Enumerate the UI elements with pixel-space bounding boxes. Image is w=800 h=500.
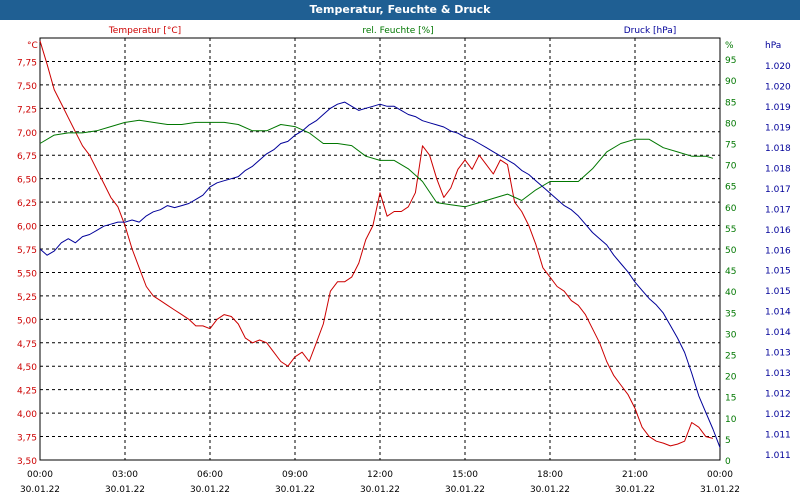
y-tick-temperature: 5,25 — [17, 293, 37, 303]
axis-label-temperature: Temperatur [°C] — [108, 26, 181, 36]
y-tick-temperature: 4,25 — [17, 387, 37, 397]
y-tick-humidity: 65 — [725, 183, 736, 193]
x-tick-time: 00:00 — [707, 470, 733, 480]
y-tick-temperature: 3,50 — [17, 457, 37, 467]
y-tick-humidity: 55 — [725, 225, 736, 235]
y-tick-pressure: 1.015 — [765, 287, 791, 297]
x-tick-date: 30.01.22 — [105, 485, 145, 495]
y-tick-temperature: 7,50 — [17, 82, 37, 92]
y-tick-pressure: 1.019 — [765, 103, 791, 113]
series-line-pressure — [39, 101, 721, 448]
y-tick-humidity: 30 — [725, 330, 737, 340]
y-tick-pressure: 1.017 — [765, 185, 791, 195]
y-tick-temperature: 5,75 — [17, 246, 37, 256]
y-tick-pressure: 1.020 — [765, 82, 791, 92]
y-tick-temperature: 4,00 — [17, 410, 37, 420]
x-tick-date: 30.01.22 — [530, 485, 570, 495]
x-tick-time: 09:00 — [282, 470, 308, 480]
y-tick-pressure: 1.016 — [765, 226, 791, 236]
y-tick-temperature: 7,00 — [17, 129, 37, 139]
x-tick-date: 30.01.22 — [615, 485, 655, 495]
y-tick-temperature: 6,25 — [17, 199, 37, 209]
y-tick-humidity: 95 — [725, 56, 736, 66]
unit-label-humidity: % — [725, 41, 734, 51]
x-tick-time: 06:00 — [197, 470, 223, 480]
y-tick-humidity: 40 — [725, 288, 737, 298]
y-tick-pressure: 1.018 — [765, 164, 791, 174]
y-tick-humidity: 10 — [725, 415, 737, 425]
x-tick-date: 30.01.22 — [360, 485, 400, 495]
y-tick-pressure: 1.013 — [765, 349, 791, 359]
unit-label-temperature: °C — [27, 41, 38, 51]
y-tick-humidity: 35 — [725, 309, 736, 319]
y-tick-temperature: 6,75 — [17, 152, 37, 162]
series-line-humidity — [39, 119, 714, 208]
y-tick-humidity: 0 — [725, 457, 731, 467]
y-tick-temperature: 4,50 — [17, 363, 37, 373]
y-tick-pressure: 1.020 — [765, 62, 791, 72]
x-tick-time: 15:00 — [452, 470, 478, 480]
x-tick-date: 30.01.22 — [445, 485, 485, 495]
x-tick-time: 12:00 — [367, 470, 393, 480]
y-tick-humidity: 75 — [725, 141, 736, 151]
y-tick-humidity: 5 — [725, 436, 731, 446]
y-tick-humidity: 50 — [725, 246, 737, 256]
y-tick-humidity: 45 — [725, 267, 736, 277]
y-tick-humidity: 60 — [725, 204, 737, 214]
axis-label-pressure: Druck [hPa] — [624, 26, 677, 36]
x-tick-date: 30.01.22 — [190, 485, 230, 495]
y-tick-pressure: 1.011 — [765, 431, 791, 441]
axis-label-humidity: rel. Feuchte [%] — [362, 26, 433, 36]
y-tick-humidity: 25 — [725, 352, 736, 362]
y-tick-humidity: 85 — [725, 98, 736, 108]
unit-label-pressure: hPa — [765, 41, 781, 51]
y-tick-pressure: 1.014 — [765, 328, 791, 338]
y-tick-temperature: 5,50 — [17, 269, 37, 279]
y-tick-pressure: 1.014 — [765, 308, 791, 318]
series-line-temperature — [39, 40, 714, 447]
y-tick-temperature: 7,25 — [17, 105, 37, 115]
y-tick-humidity: 15 — [725, 394, 736, 404]
y-tick-pressure: 1.016 — [765, 246, 791, 256]
y-tick-humidity: 80 — [725, 119, 737, 129]
window-title: Temperatur, Feuchte & Druck — [0, 0, 800, 20]
y-tick-temperature: 3,75 — [17, 434, 37, 444]
y-tick-pressure: 1.012 — [765, 410, 791, 420]
y-tick-temperature: 4,75 — [17, 340, 37, 350]
y-tick-pressure: 1.011 — [765, 451, 791, 461]
x-tick-date: 31.01.22 — [700, 485, 740, 495]
y-tick-pressure: 1.019 — [765, 123, 791, 133]
y-tick-pressure: 1.015 — [765, 267, 791, 277]
y-tick-humidity: 90 — [725, 77, 737, 87]
x-tick-time: 18:00 — [537, 470, 563, 480]
y-tick-temperature: 7,75 — [17, 58, 37, 68]
y-tick-temperature: 6,00 — [17, 223, 37, 233]
x-tick-time: 03:00 — [112, 470, 138, 480]
x-tick-time: 21:00 — [622, 470, 648, 480]
x-tick-time: 00:00 — [27, 470, 53, 480]
y-tick-pressure: 1.018 — [765, 144, 791, 154]
y-tick-temperature: 5,00 — [17, 316, 37, 326]
y-tick-pressure: 1.012 — [765, 390, 791, 400]
x-tick-date: 30.01.22 — [20, 485, 60, 495]
y-tick-temperature: 6,50 — [17, 176, 37, 186]
y-tick-pressure: 1.017 — [765, 205, 791, 215]
y-tick-humidity: 20 — [725, 373, 737, 383]
y-tick-pressure: 1.013 — [765, 369, 791, 379]
y-tick-humidity: 70 — [725, 162, 737, 172]
x-tick-date: 30.01.22 — [275, 485, 315, 495]
